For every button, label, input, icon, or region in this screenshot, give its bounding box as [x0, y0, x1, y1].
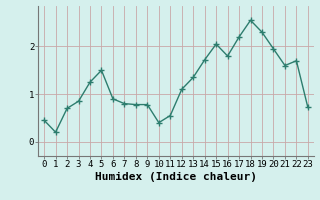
- X-axis label: Humidex (Indice chaleur): Humidex (Indice chaleur): [95, 172, 257, 182]
